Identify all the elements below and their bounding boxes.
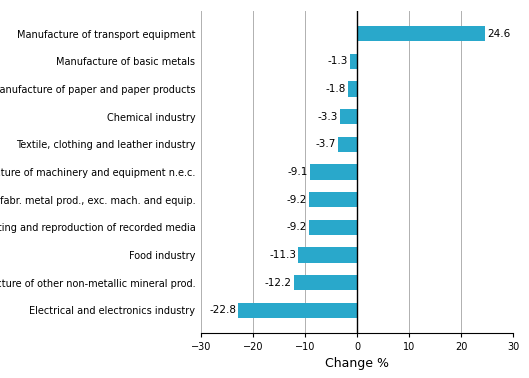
Bar: [294, 275, 357, 290]
Bar: [350, 54, 357, 69]
Bar: [309, 220, 357, 235]
Bar: [340, 109, 357, 124]
Bar: [357, 26, 485, 41]
X-axis label: Change %: Change %: [325, 357, 389, 370]
Text: -3.3: -3.3: [317, 112, 338, 122]
Bar: [298, 248, 357, 263]
Text: -9.2: -9.2: [287, 195, 307, 204]
Bar: [348, 81, 357, 96]
Text: -11.3: -11.3: [269, 250, 296, 260]
Text: -9.1: -9.1: [287, 167, 308, 177]
Bar: [309, 192, 357, 207]
Bar: [239, 303, 357, 318]
Text: -9.2: -9.2: [287, 222, 307, 232]
Text: -1.8: -1.8: [325, 84, 345, 94]
Bar: [338, 137, 357, 152]
Text: 24.6: 24.6: [487, 29, 510, 39]
Text: -12.2: -12.2: [264, 278, 291, 288]
Text: -3.7: -3.7: [315, 139, 336, 149]
Text: -22.8: -22.8: [209, 305, 236, 315]
Text: -1.3: -1.3: [328, 56, 348, 66]
Bar: [310, 164, 357, 180]
